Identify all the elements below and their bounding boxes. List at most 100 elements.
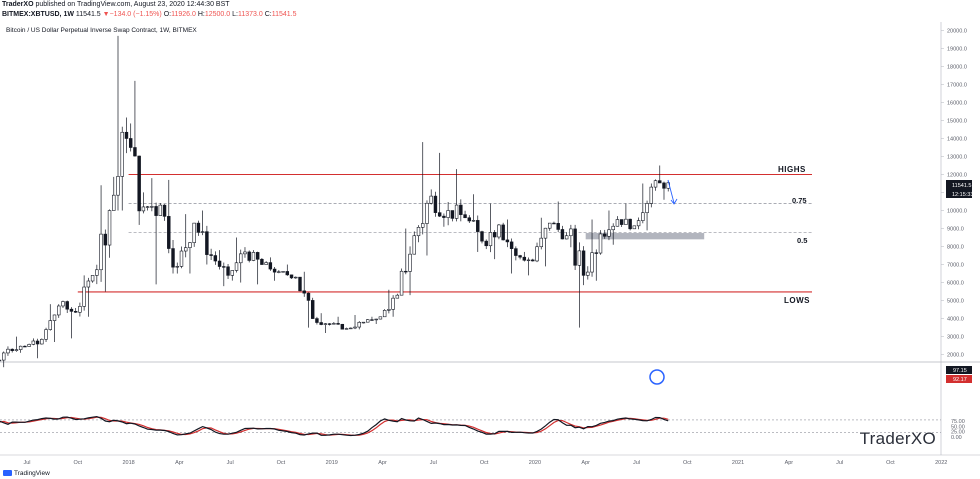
candle-body — [433, 195, 438, 213]
osc-tick-label: 25.00 — [951, 430, 965, 436]
candle-body — [154, 206, 158, 216]
candle-body — [281, 271, 285, 273]
time-tick-label: Jul — [836, 460, 843, 466]
candle-body — [357, 321, 361, 328]
candle-body — [285, 271, 290, 276]
candle-body — [404, 270, 408, 273]
candle-body — [124, 131, 129, 139]
time-tick-label: Oct — [277, 460, 286, 466]
time-axis[interactable]: Jul Oct 2018 Apr Jul Oct 2019 Apr Jul Oct 2020 Apr J… — [23, 460, 947, 466]
candle-body — [82, 286, 86, 307]
candle-body — [442, 215, 446, 218]
candle-body — [99, 233, 103, 271]
candle-body — [514, 248, 518, 256]
annotations — [649, 179, 678, 385]
candle-body — [607, 229, 611, 237]
osc-highlight-circle — [649, 369, 665, 385]
candle-body — [52, 314, 57, 321]
candle-body — [446, 210, 450, 218]
candle-body — [387, 309, 391, 311]
candle-body — [454, 204, 459, 219]
h-label: H: — [197, 11, 205, 18]
candle-body — [268, 262, 273, 270]
candle-body — [535, 246, 539, 262]
candle-body — [594, 252, 598, 254]
candle-body — [18, 345, 23, 350]
time-tick-label: Jul — [227, 460, 234, 466]
candle-body — [112, 194, 116, 211]
candle-body — [378, 316, 383, 320]
candle-body — [205, 231, 209, 255]
candle-body — [260, 258, 264, 265]
candle-body — [6, 348, 10, 354]
candle-body — [150, 206, 154, 208]
projection-arrow — [667, 179, 678, 205]
candle-body — [577, 250, 582, 266]
time-tick-label: Apr — [581, 460, 590, 466]
price-tick-label: 18000.0 — [947, 64, 967, 70]
levels — [77, 173, 812, 293]
candle-body — [382, 310, 387, 318]
time-tick-label: 2019 — [326, 460, 338, 466]
candle-body — [48, 320, 52, 330]
price-change: −134.0 (−1.15%) — [109, 11, 162, 18]
candle-body — [619, 219, 624, 225]
candle-body — [145, 206, 150, 208]
ohlc-line: BITMEX:XBTUSD, 1W 11541.5 ▼−134.0 (−1.15… — [2, 11, 297, 18]
candle-body — [365, 319, 370, 323]
candle-body — [437, 212, 442, 217]
price-tick-label: 5000.0 — [947, 299, 964, 305]
publisher-name[interactable]: TraderXO — [2, 1, 34, 8]
level-label-05: 0.5 — [797, 236, 807, 245]
candle-body — [603, 233, 607, 237]
candle-body — [141, 206, 146, 212]
candle-body — [40, 338, 44, 345]
candle-body — [103, 233, 108, 246]
c-label: C: — [264, 11, 272, 18]
candle-body — [188, 242, 192, 248]
candle-body — [429, 195, 433, 204]
candles — [0, 35, 670, 368]
last-price-tag-bg — [946, 180, 972, 189]
candle-body — [294, 276, 298, 279]
time-tick-label: Apr — [175, 460, 184, 466]
candle-body — [581, 250, 586, 276]
candle-body — [90, 275, 95, 282]
symbol-label[interactable]: BITMEX:XBTUSD, 1W — [2, 11, 74, 18]
o-label: O: — [163, 11, 172, 18]
level-label-lows: LOWS — [784, 296, 810, 305]
osc-k-tag-bg — [946, 366, 972, 374]
price-tick-label: 7000.0 — [947, 263, 964, 269]
time-tick-label: 2021 — [732, 460, 744, 466]
candle-body — [556, 223, 560, 230]
candle-body — [463, 214, 467, 219]
osc-tick-label: 0.00 — [951, 435, 962, 441]
price-tick-label: 15000.0 — [947, 118, 967, 124]
time-tick-label: 2018 — [122, 460, 134, 466]
candle-body — [649, 186, 654, 204]
candle-body — [349, 327, 353, 330]
price-tick-label: 14000.0 — [947, 136, 967, 142]
candle-body — [27, 344, 31, 347]
candle-body — [412, 235, 416, 255]
price-tick-label: 3000.0 — [947, 335, 964, 341]
osc-k-line — [0, 415, 669, 437]
candle-body — [57, 305, 61, 316]
candle-body — [450, 210, 455, 219]
candle-body — [31, 340, 36, 345]
time-tick-label: Oct — [683, 460, 692, 466]
level-label-highs: HIGHS — [778, 165, 806, 174]
time-tick-label: 2022 — [935, 460, 947, 466]
candle-body — [421, 223, 425, 228]
candle-body — [501, 224, 505, 241]
candle-body — [239, 253, 243, 264]
candle-body — [560, 229, 565, 240]
candle-body — [167, 216, 171, 249]
open-value: 11926.0 — [171, 11, 196, 18]
candle-body — [391, 297, 395, 310]
candle-body — [251, 252, 256, 261]
candle-body — [289, 274, 294, 279]
tradingview-logo[interactable]: TradingView — [3, 470, 50, 477]
